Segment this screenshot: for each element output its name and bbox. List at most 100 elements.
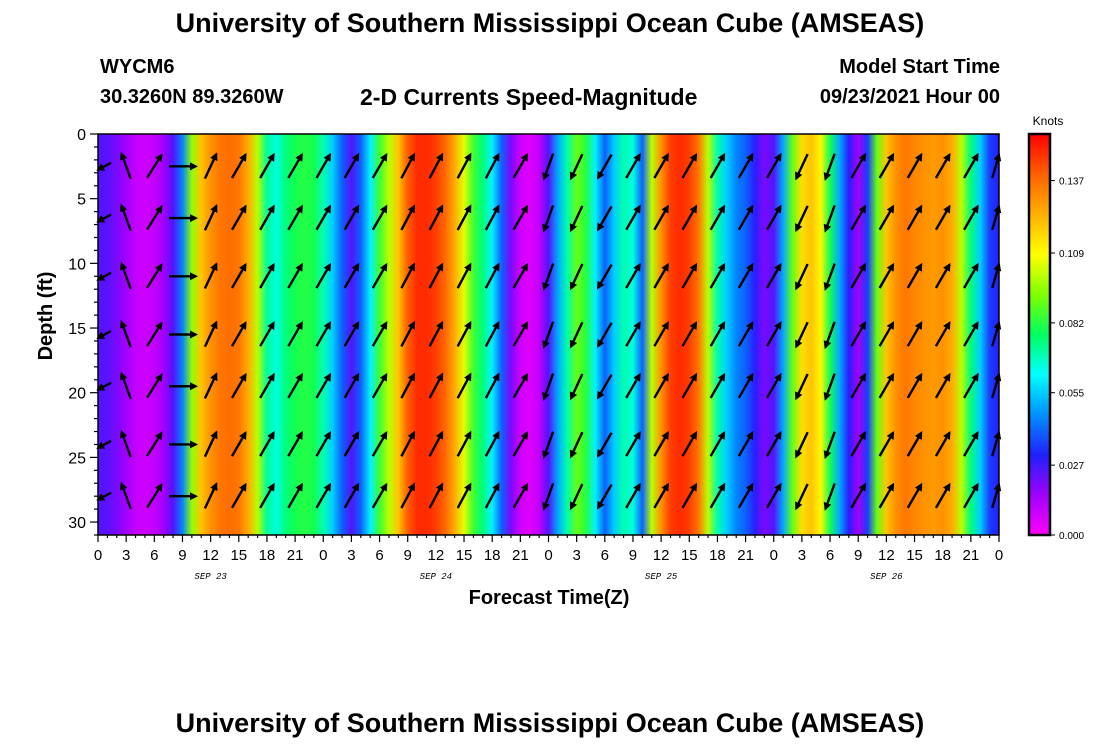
current-vector bbox=[315, 482, 332, 509]
current-vector bbox=[795, 263, 809, 291]
current-vector bbox=[542, 321, 555, 350]
colorbar: Knots 0.000 0.027 0.055 0.082 0.109 0.137 bbox=[1027, 114, 1084, 542]
model-start-label: Model Start Time bbox=[839, 56, 1000, 78]
current-vector bbox=[96, 491, 112, 501]
current-vector bbox=[230, 431, 247, 457]
x-tick-label: 6 bbox=[826, 547, 834, 564]
current-vector bbox=[625, 262, 641, 289]
current-vector bbox=[343, 372, 360, 399]
current-vector bbox=[542, 204, 555, 233]
current-vector bbox=[371, 262, 388, 289]
current-vector bbox=[681, 431, 698, 457]
current-vector bbox=[512, 372, 529, 399]
current-vector bbox=[371, 204, 388, 231]
current-vector bbox=[456, 482, 472, 509]
current-vector bbox=[597, 373, 613, 400]
current-vector bbox=[765, 152, 782, 179]
current-vector bbox=[542, 431, 555, 460]
current-vector bbox=[400, 430, 416, 457]
current-vector bbox=[850, 431, 867, 457]
x-tick-label: 0 bbox=[94, 547, 102, 564]
current-vector bbox=[823, 263, 836, 291]
current-vector bbox=[963, 321, 979, 347]
current-vector bbox=[737, 262, 754, 289]
date-label: SEP 24 bbox=[420, 572, 452, 582]
current-vector bbox=[119, 371, 132, 400]
current-vector bbox=[625, 431, 641, 457]
current-vector bbox=[230, 204, 247, 231]
current-vector bbox=[428, 372, 444, 399]
current-vector bbox=[597, 205, 613, 232]
current-vector bbox=[259, 482, 275, 509]
current-vector bbox=[484, 262, 500, 289]
current-vector bbox=[315, 152, 332, 179]
x-tick-label: 6 bbox=[375, 547, 383, 564]
x-tick-label: 18 bbox=[259, 547, 276, 564]
current-vector bbox=[371, 482, 388, 509]
current-vector bbox=[400, 482, 416, 509]
current-vector bbox=[850, 321, 867, 347]
colorbar-unit-label: Knots bbox=[1033, 114, 1064, 128]
current-vector bbox=[934, 262, 951, 289]
current-vector bbox=[906, 482, 923, 509]
current-vector bbox=[653, 372, 669, 399]
current-vector bbox=[428, 430, 444, 457]
current-vector bbox=[343, 482, 360, 509]
current-vector bbox=[371, 372, 388, 399]
x-tick-label: 3 bbox=[347, 547, 355, 564]
current-vector bbox=[906, 372, 923, 399]
current-vector bbox=[765, 372, 782, 399]
current-vector bbox=[230, 372, 247, 399]
current-vector bbox=[259, 431, 275, 457]
current-vector bbox=[569, 321, 584, 349]
current-vector bbox=[963, 152, 979, 179]
current-vector bbox=[795, 373, 809, 401]
current-vector bbox=[259, 152, 275, 179]
current-vector bbox=[823, 321, 836, 350]
current-vector bbox=[512, 204, 529, 231]
current-vector bbox=[878, 321, 895, 347]
current-vector bbox=[934, 482, 951, 509]
current-vector bbox=[428, 152, 444, 179]
current-vector bbox=[287, 262, 303, 289]
x-tick-label: 15 bbox=[906, 547, 923, 564]
current-vectors bbox=[96, 151, 1002, 511]
x-tick-label: 21 bbox=[963, 547, 980, 564]
colorbar-tick-label: 0.082 bbox=[1059, 319, 1084, 330]
current-vector bbox=[934, 204, 951, 231]
current-vector bbox=[765, 431, 782, 457]
current-vector bbox=[569, 205, 584, 233]
current-vector bbox=[203, 262, 218, 290]
y-axis: 0 5 10 15 20 25 30 bbox=[68, 127, 98, 536]
current-vector bbox=[371, 321, 388, 347]
current-vector bbox=[737, 482, 754, 509]
current-vector bbox=[259, 262, 275, 289]
current-vector bbox=[823, 373, 836, 401]
y-tick-label: 0 bbox=[77, 127, 86, 144]
current-vector bbox=[569, 483, 584, 511]
current-vector bbox=[287, 482, 303, 509]
current-vector bbox=[823, 153, 836, 181]
current-vector bbox=[906, 262, 923, 289]
y-tick-label: 30 bbox=[68, 515, 86, 532]
current-vector bbox=[653, 321, 669, 347]
x-axis-label: Forecast Time(Z) bbox=[469, 587, 630, 609]
current-vector bbox=[765, 204, 782, 231]
current-vector bbox=[625, 152, 641, 179]
x-tick-label: 6 bbox=[601, 547, 609, 564]
current-vector bbox=[681, 321, 698, 347]
current-vector bbox=[400, 262, 416, 289]
current-vector bbox=[709, 431, 726, 457]
current-vector bbox=[315, 262, 332, 289]
current-vector bbox=[765, 321, 782, 347]
colorbar-tick-label: 0.000 bbox=[1059, 531, 1084, 542]
current-vector bbox=[230, 321, 247, 347]
current-vector bbox=[878, 152, 895, 179]
current-vector bbox=[119, 319, 132, 348]
x-tick-label: 3 bbox=[572, 547, 580, 564]
current-vector bbox=[795, 321, 809, 349]
current-vector bbox=[795, 431, 809, 459]
current-vector bbox=[850, 262, 867, 289]
current-vector bbox=[991, 262, 1002, 289]
x-tick-label: 3 bbox=[798, 547, 806, 564]
